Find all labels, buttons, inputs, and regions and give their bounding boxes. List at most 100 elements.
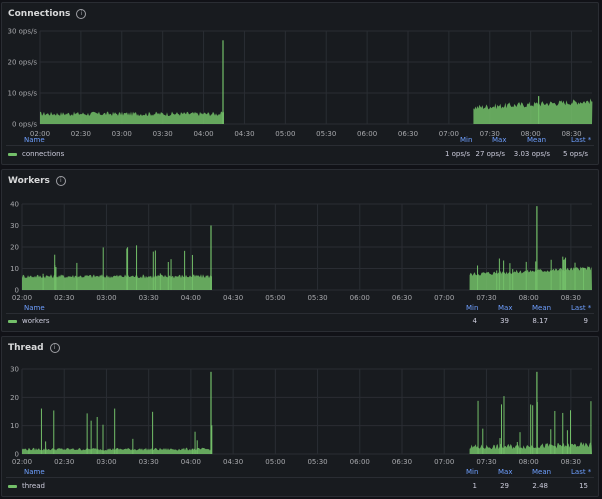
x-tick-label: 03:00 — [96, 294, 116, 302]
y-tick-label: 20 — [10, 244, 19, 252]
panel-title[interactable]: Workers i — [8, 176, 66, 186]
panel-title-text: Thread — [8, 343, 44, 353]
x-tick-label: 08:00 — [519, 458, 539, 466]
x-tick-label: 05:00 — [265, 458, 285, 466]
legend-header-last[interactable]: Last * — [571, 136, 592, 144]
legend-max: 39 — [500, 317, 509, 325]
x-tick-label: 07:00 — [434, 458, 454, 466]
legend-series-workers[interactable]: workers — [8, 317, 50, 325]
workers-chart[interactable]: 0 10 20 30 40 02:00 02:30 03:00 03:30 04:00 04:30 0… — [2, 170, 600, 333]
x-tick-label: 08:30 — [561, 458, 581, 466]
y-tick-label: 30 — [10, 222, 19, 230]
legend-header-min[interactable]: Min — [466, 468, 479, 476]
x-tick-label: 02:00 — [30, 130, 50, 138]
legend-header-mean[interactable]: Mean — [532, 468, 552, 476]
x-tick-label: 04:30 — [223, 458, 243, 466]
legend-header-mean[interactable]: Mean — [527, 136, 547, 144]
x-tick-label: 07:00 — [434, 294, 454, 302]
x-tick-label: 02:30 — [54, 458, 74, 466]
legend-header-name[interactable]: Name — [24, 468, 45, 476]
y-tick-label: 20 — [10, 394, 19, 402]
y-tick-label: 0 — [15, 451, 19, 459]
info-icon[interactable]: i — [55, 176, 66, 186]
x-tick-label: 06:00 — [350, 458, 370, 466]
legend-header-mean[interactable]: Mean — [532, 304, 552, 312]
x-tick-label: 06:30 — [392, 294, 412, 302]
legend-divider — [6, 477, 594, 478]
legend-series-connections[interactable]: connections — [8, 150, 64, 158]
info-icon[interactable]: i — [49, 343, 60, 353]
x-tick-label: 03:00 — [112, 130, 132, 138]
y-tick-label: 30 ops/s — [7, 28, 37, 36]
series-area — [473, 98, 593, 124]
legend-header-max[interactable]: Max — [498, 468, 513, 476]
panel-connections: Connections i 0 ops/s 10 ops/s 20 ops/s 30 … — [1, 2, 599, 165]
x-tick-label: 04:30 — [223, 294, 243, 302]
x-tick-label: 08:00 — [519, 294, 539, 302]
x-tick-label: 02:30 — [54, 294, 74, 302]
x-tick-label: 04:00 — [181, 458, 201, 466]
legend-header-last[interactable]: Last * — [571, 304, 592, 312]
panel-workers: Workers i 0 10 20 30 40 02:00 02:30 03:00 03:30 0… — [1, 169, 599, 332]
legend-min: 4 — [472, 317, 477, 325]
x-tick-label: 02:00 — [12, 294, 32, 302]
x-tick-label: 08:30 — [561, 294, 581, 302]
x-tick-label: 05:00 — [275, 130, 295, 138]
panel-title-text: Workers — [8, 176, 50, 186]
legend-last: 9 — [583, 317, 588, 325]
panel-title-text: Connections — [8, 9, 71, 19]
y-tick-label: 0 ops/s — [12, 121, 37, 129]
legend-header-last[interactable]: Last * — [571, 468, 592, 476]
legend-mean: 8.17 — [532, 317, 548, 325]
x-tick-label: 06:30 — [392, 458, 412, 466]
legend-mean: 2.48 — [532, 482, 548, 490]
series-swatch — [8, 152, 17, 156]
x-tick-label: 05:30 — [316, 130, 336, 138]
legend-max: 29 — [500, 482, 509, 490]
x-tick-label: 02:30 — [71, 130, 91, 138]
legend-last: 15 — [579, 482, 588, 490]
y-tick-label: 10 — [10, 422, 19, 430]
legend-mean: 3.03 ops/s — [513, 150, 550, 158]
x-tick-label: 06:00 — [350, 294, 370, 302]
x-tick-label: 06:00 — [357, 130, 377, 138]
legend-header-min[interactable]: Min — [460, 136, 473, 144]
y-tick-label: 20 ops/s — [7, 59, 37, 67]
y-tick-label: 0 — [15, 287, 19, 295]
x-tick-label: 07:30 — [480, 130, 500, 138]
info-icon[interactable]: i — [76, 9, 87, 19]
x-tick-label: 08:00 — [521, 130, 541, 138]
thread-chart[interactable]: 0 10 20 30 02:00 02:30 03:00 03:30 04:00 04:30 05:… — [2, 337, 600, 498]
x-tick-label: 02:00 — [12, 458, 32, 466]
x-tick-label: 03:00 — [96, 458, 116, 466]
legend-divider — [6, 313, 594, 314]
y-tick-label: 30 — [10, 366, 19, 374]
legend-header-name[interactable]: Name — [24, 304, 45, 312]
legend-header-max[interactable]: Max — [492, 136, 507, 144]
x-tick-label: 04:30 — [234, 130, 254, 138]
series-swatch — [8, 319, 17, 323]
x-tick-label: 08:30 — [561, 130, 581, 138]
x-tick-label: 07:30 — [476, 294, 496, 302]
connections-chart[interactable]: 0 ops/s 10 ops/s 20 ops/s 30 ops/s 02:00 02:3… — [2, 3, 600, 166]
series-name: connections — [22, 150, 65, 158]
legend-series-thread[interactable]: thread — [8, 482, 45, 490]
y-tick-label: 10 — [10, 265, 19, 273]
x-tick-label: 04:00 — [181, 294, 201, 302]
legend-header-max[interactable]: Max — [498, 304, 513, 312]
legend-max: 27 ops/s — [475, 150, 505, 158]
x-tick-label: 05:00 — [265, 294, 285, 302]
panel-thread: Thread i 0 10 20 30 02:00 02:30 03:00 03:30 04:0… — [1, 336, 599, 497]
x-tick-label: 03:30 — [139, 458, 159, 466]
series-name: workers — [22, 317, 50, 325]
panel-title[interactable]: Connections i — [8, 9, 87, 19]
legend-divider — [6, 145, 594, 146]
panel-title[interactable]: Thread i — [8, 343, 60, 353]
series-area — [22, 274, 212, 290]
x-tick-label: 06:30 — [398, 130, 418, 138]
legend-header-name[interactable]: Name — [24, 136, 45, 144]
legend-min: 1 — [472, 482, 477, 490]
series-area — [469, 266, 592, 290]
series-name: thread — [22, 482, 45, 490]
legend-header-min[interactable]: Min — [466, 304, 479, 312]
